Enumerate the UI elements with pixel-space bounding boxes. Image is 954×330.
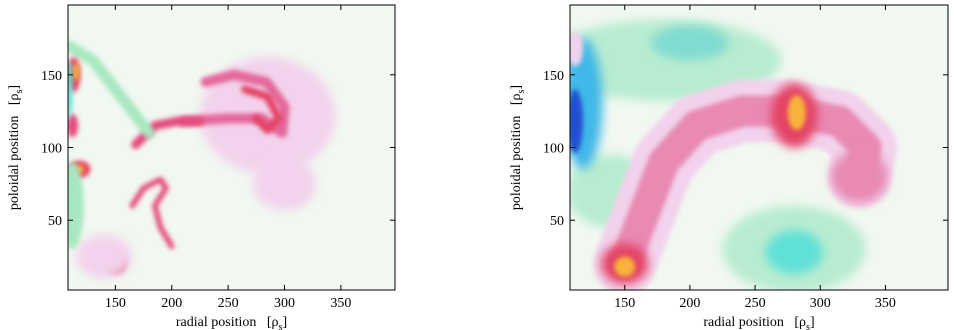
x-tick-label: 200 [161,296,182,311]
y-tick-label: 50 [48,214,62,229]
heatmap-feature-1 [199,57,336,174]
heatmap-feature-6 [570,38,603,170]
x-tick-label: 300 [274,296,295,311]
y-tick-label: 100 [41,142,62,157]
x-tick-label: 150 [105,296,126,311]
y-axis-label: poloidal position [ρs] [7,85,25,210]
heatmap-feature-6 [129,176,175,250]
heatmap-field [570,19,898,290]
heatmap-feature-16 [68,60,73,119]
heatmap-feature-2 [252,157,317,211]
x-tick-label: 250 [218,296,239,311]
heatmap-feature-3 [177,69,290,139]
heatmap-feature-4 [241,85,283,134]
heatmap-feature-14 [75,234,133,279]
heatmap-field [68,40,336,279]
heatmap-feature-15 [570,31,584,67]
heatmap-feature-9 [72,63,80,81]
y-tick-label: 50 [550,214,564,229]
heatmap-feature-14 [830,150,889,203]
heatmap-feature-9 [609,95,882,280]
y-tick-label: 150 [41,69,62,84]
y-tick-label: 100 [543,142,564,157]
x-tick-label: 300 [810,296,831,311]
heatmap-feature-11 [787,95,806,131]
heatmap-feature-4 [765,230,823,275]
heatmap-feature-7 [570,89,584,154]
heatmap-feature-12 [68,114,79,138]
heatmap-panel-1: 150 200 250 300 350 50 100 150 radial position [… [7,4,396,330]
y-tick-label: 150 [543,69,564,84]
y-axis-label: poloidal position [ρs] [509,85,527,210]
heatmap-feature-7 [68,40,155,139]
heatmap-feature-5 [650,25,730,61]
heatmap-panel-2: 150 200 250 300 350 50 100 150 radial position [… [509,4,949,330]
x-tick-label: 350 [330,296,351,311]
heatmap-feature-15 [68,162,84,250]
x-axis-label: radial position [ρs] [703,315,814,330]
x-tick-label: 350 [875,296,896,311]
x-tick-label: 150 [614,296,635,311]
heatmap-feature-13 [614,256,636,277]
x-axis-label: radial position [ρs] [176,315,287,330]
x-tick-label: 200 [679,296,700,311]
x-tick-label: 250 [745,296,766,311]
